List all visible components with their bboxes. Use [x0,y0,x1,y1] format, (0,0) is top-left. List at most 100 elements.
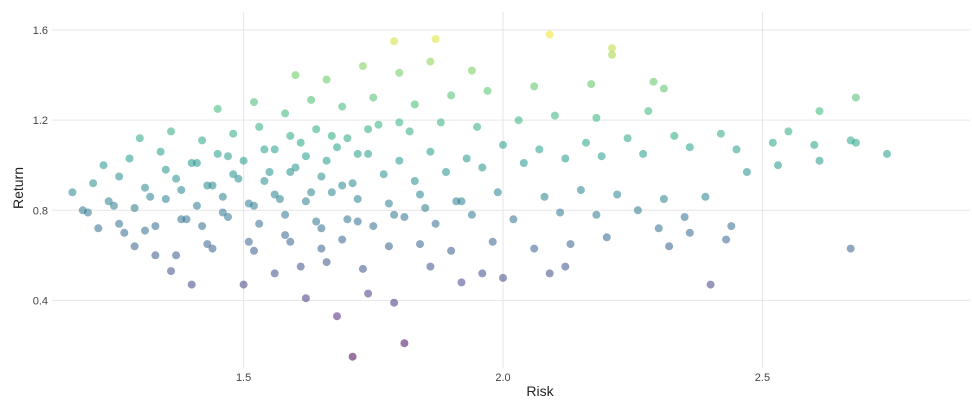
x-axis-ticks: 1.5 2.0 2.5 [236,372,770,384]
data-point [250,201,258,210]
data-point [478,269,487,278]
data-point [68,188,77,197]
data-point [815,107,824,116]
data-point [395,118,404,127]
data-point [597,152,606,161]
data-point [457,278,466,287]
data-point [467,66,476,75]
data-point [353,195,362,203]
y-tick-label: 0.4 [33,295,48,307]
data-point [535,145,544,154]
data-point [436,118,445,127]
data-point [582,138,590,147]
data-point [161,165,170,174]
data-point [784,127,793,136]
data-point [639,149,648,158]
data-point [260,177,269,185]
y-tick-label: 0.8 [33,205,48,217]
data-point [260,145,269,154]
data-point [561,154,570,163]
data-point [851,93,860,102]
data-point [115,172,124,181]
data-point [815,156,824,165]
data-point [322,156,331,165]
data-point [364,289,373,298]
data-point [187,280,196,289]
data-point [426,57,435,66]
data-point [234,174,243,183]
data-point [774,161,782,170]
data-point [198,136,207,145]
data-point [125,154,134,163]
data-point [141,226,149,235]
data-point [281,210,290,219]
data-point [587,80,596,89]
data-point [550,111,559,120]
data-point [239,156,248,165]
data-point [447,91,456,100]
data-point [338,235,347,244]
data-point [410,100,419,109]
data-point [322,258,331,267]
data-point [390,210,399,219]
data-point [218,208,227,217]
y-axis-ticks: 0.4 0.8 1.2 1.6 [33,25,48,307]
data-point [374,120,383,129]
data-point [685,143,694,152]
data-point [291,71,300,80]
data-point [208,181,217,190]
data-point [203,240,212,249]
data-point [177,186,186,194]
y-gridlines [52,29,970,301]
data-point [732,145,741,154]
data-point [421,204,430,212]
data-point [530,244,539,253]
data-point [483,86,492,95]
data-point [358,62,367,71]
data-point [706,280,715,289]
data-point [213,149,222,158]
data-point [846,136,855,145]
x-tick-label: 1.5 [236,372,251,384]
data-point [488,237,497,246]
data-point [151,222,160,231]
data-point [317,172,326,181]
data-point [327,131,336,140]
data-point [265,168,274,176]
data-point [467,210,476,219]
data-point [343,134,352,143]
data-point [348,352,357,361]
data-point [286,168,295,176]
data-point [390,298,399,307]
data-point [659,84,668,93]
data-point [405,127,414,136]
data-point [685,228,694,237]
data-point [680,213,689,221]
data-point [499,140,507,149]
data-point [478,163,487,172]
data-point [659,195,668,203]
data-point [151,251,160,260]
data-point [275,195,284,203]
data-point [192,201,201,210]
data-point [229,170,238,179]
data-point [156,147,165,156]
data-point [317,224,326,233]
data-point [286,237,295,246]
data-point [172,174,181,183]
data-point [109,201,118,210]
data-point [130,242,139,251]
data-point [883,149,891,158]
data-point [229,129,238,138]
data-point [613,190,622,199]
data-point [198,222,207,231]
data-point [301,294,310,303]
data-point [224,152,232,161]
data-point [727,222,736,231]
data-point [649,77,658,86]
data-point [384,199,393,208]
data-point [192,159,201,167]
data-point [239,280,248,289]
data-point [167,127,175,136]
data-point [301,197,310,206]
